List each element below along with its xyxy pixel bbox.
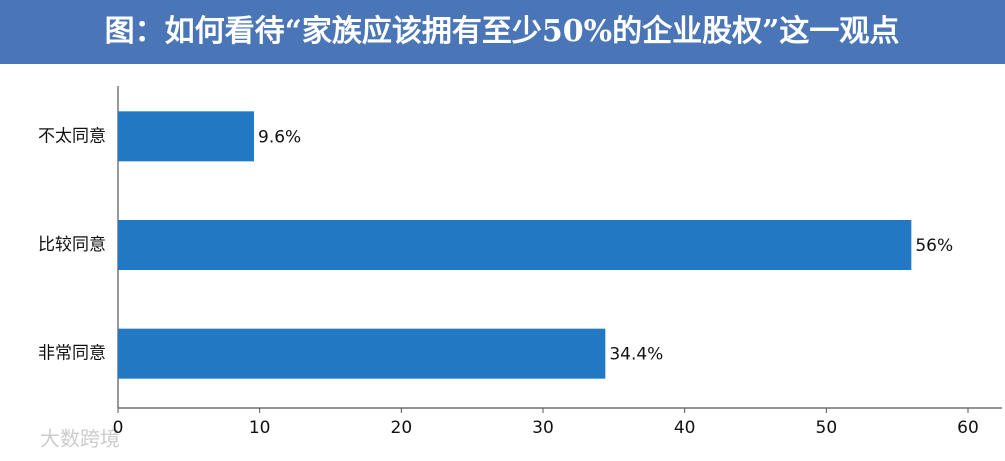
x-tick-label: 20 [391,418,413,438]
bar [118,328,606,379]
x-tick-label: 30 [532,418,554,438]
value-label: 9.6% [258,127,301,147]
bar [118,111,254,162]
bar [118,220,912,270]
watermark: 大数跨境 [40,427,120,451]
x-tick-label: 40 [674,418,696,438]
y-tick-label: 比较同意 [38,235,106,255]
x-tick-label: 10 [249,418,271,438]
value-label: 34.4% [609,345,663,365]
x-tick-label: 60 [957,418,979,438]
value-label: 56% [915,236,953,256]
chart-title: 图：如何看待“家族应该拥有至少50%的企业股权”这一观点 [105,14,900,49]
x-tick-label: 50 [816,418,838,438]
title-banner [0,0,1005,64]
x-tick-label: 0 [113,418,124,438]
y-tick-label: 非常同意 [38,344,106,364]
y-tick-label: 不太同意 [38,126,106,146]
